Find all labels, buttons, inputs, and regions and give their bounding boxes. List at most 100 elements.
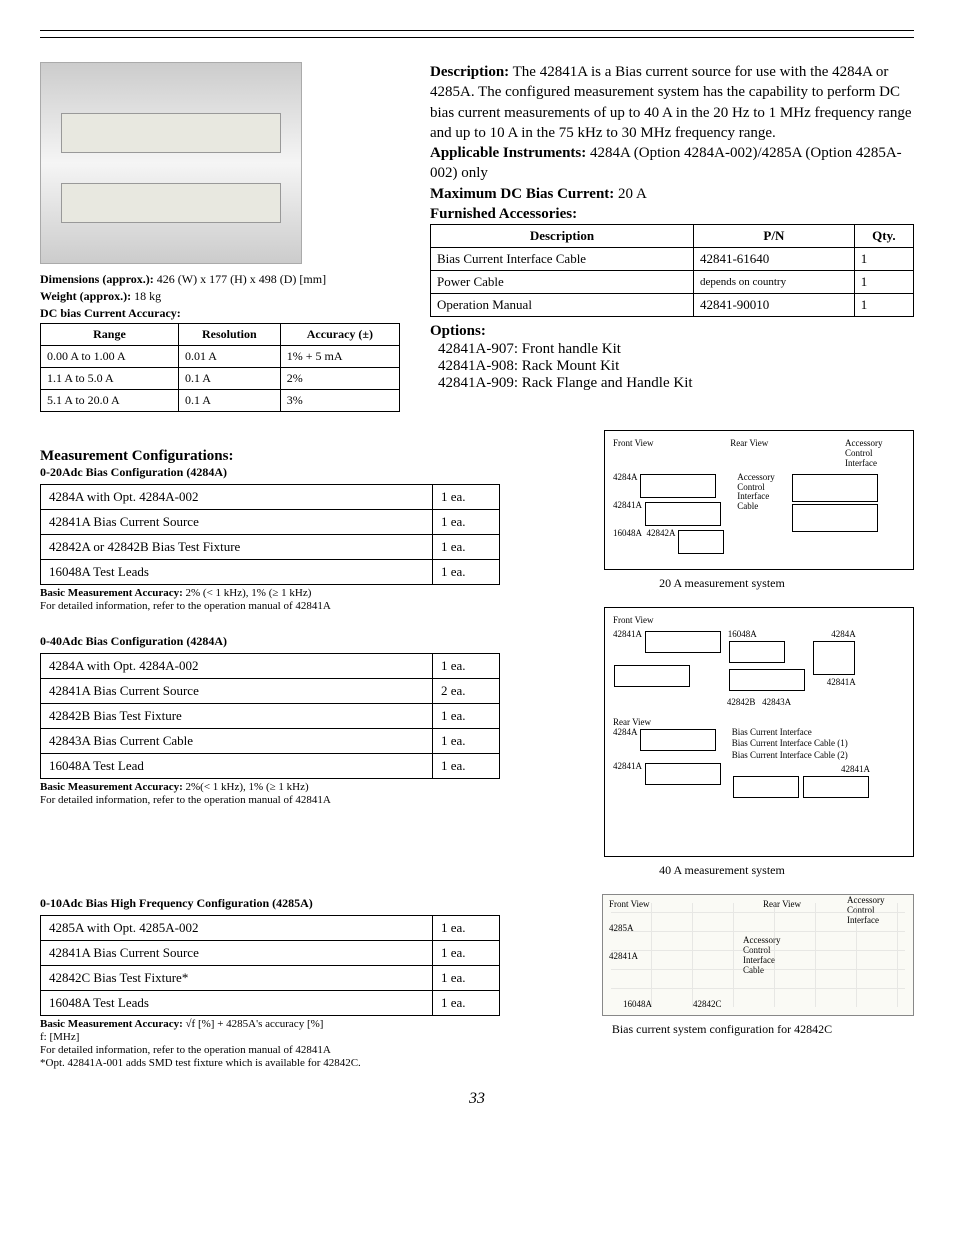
d2-b3: 42841A	[613, 761, 642, 771]
config1-note: For detailed information, refer to the o…	[40, 600, 500, 612]
fh0: Description	[431, 225, 694, 248]
cell: 1% + 5 mA	[280, 346, 399, 368]
d2-c: 16048A	[728, 629, 757, 639]
box-icon	[678, 530, 724, 554]
cell: 1.1 A to 5.0 A	[41, 368, 179, 390]
config2-accuracy: Basic Measurement Accuracy: 2%(< 1 kHz),…	[40, 781, 500, 793]
cell: 1 ea.	[433, 560, 500, 585]
cell: 1	[854, 271, 913, 294]
config2-note: For detailed information, refer to the o…	[40, 794, 500, 806]
c2-acc-label: Basic Measurement Accuracy:	[40, 781, 183, 793]
page-number: 33	[40, 1090, 914, 1108]
cell: 1 ea.	[433, 916, 500, 941]
d3-caption: Bias current system configuration for 42…	[530, 1022, 914, 1037]
config-column: Measurement Configurations: 0-20Adc Bias…	[40, 430, 500, 1070]
cell: 0.1 A	[178, 368, 280, 390]
cell: 1 ea.	[433, 485, 500, 510]
d3-acc: Accessory Control Interface	[847, 895, 907, 925]
measurement-heading: Measurement Configurations:	[40, 448, 500, 465]
applicable-label: Applicable Instruments:	[430, 145, 586, 161]
d3-b: 42841A	[609, 951, 638, 961]
cell: 1 ea.	[433, 654, 500, 679]
cell: 42841-90010	[693, 294, 854, 317]
cell: 4285A with Opt. 4285A-002	[41, 916, 433, 941]
cell: 1	[854, 248, 913, 271]
cell: Power Cable	[431, 271, 694, 294]
option-1: 42841A-908: Rack Mount Kit	[438, 358, 914, 375]
cell: 42841A Bias Current Source	[41, 510, 433, 535]
cell: Bias Current Interface Cable	[431, 248, 694, 271]
d3-cable: Accessory Control Interface Cable	[743, 935, 793, 975]
cell: 42841-61640	[693, 248, 854, 271]
lower-columns: Measurement Configurations: 0-20Adc Bias…	[40, 430, 914, 1070]
d2-bci: Bias Current Interface	[732, 728, 870, 738]
cell: 0.01 A	[178, 346, 280, 368]
d1-caption: 20 A measurement system	[530, 576, 914, 591]
d1-c: 16048A	[613, 528, 642, 538]
config2-title: 0-40Adc Bias Configuration (4284A)	[40, 634, 500, 649]
c2-acc-value: 2%(< 1 kHz), 1% (≥ 1 kHz)	[186, 781, 309, 793]
cell: 3%	[280, 390, 399, 412]
diagram-column: Front View Rear View Accessory Control I…	[530, 430, 914, 1070]
left-column: Dimensions (approx.): 426 (W) x 177 (H) …	[40, 62, 400, 412]
option-0: 42841A-907: Front handle Kit	[438, 341, 914, 358]
max-dc-value: 20 A	[618, 186, 647, 202]
d2-c1: Bias Current Interface Cable (1)	[732, 739, 870, 749]
config3-table: 4285A with Opt. 4285A-0021 ea. 42841A Bi…	[40, 915, 500, 1016]
accuracy-table: Range Resolution Accuracy (±) 0.00 A to …	[40, 323, 400, 412]
d2-b: 42841A	[613, 629, 642, 639]
d2-a: 4284A	[831, 629, 856, 639]
fh1: P/N	[693, 225, 854, 248]
header-rule	[40, 30, 914, 31]
config3-accuracy-extra: f: [MHz]	[40, 1031, 500, 1043]
cell: 1 ea.	[433, 535, 500, 560]
furnished-table: Description P/N Qty. Bias Current Interf…	[430, 224, 914, 317]
cell: 1 ea.	[433, 704, 500, 729]
config3-note2: *Opt. 42841A-001 adds SMD test fixture w…	[40, 1057, 500, 1069]
cell: 42841A Bias Current Source	[41, 941, 433, 966]
cell: 1 ea.	[433, 729, 500, 754]
furnished-label: Furnished Accessories:	[430, 204, 914, 224]
d1-acc: Accessory Control Interface	[845, 439, 905, 469]
d1-rear: Rear View	[730, 439, 768, 469]
box-icon	[792, 504, 878, 532]
config3-note1: For detailed information, refer to the o…	[40, 1044, 500, 1056]
d1-a: 4284A	[613, 472, 637, 482]
accuracy-h2: Accuracy (±)	[280, 324, 399, 346]
accuracy-h0: Range	[41, 324, 179, 346]
weight-value: 18 kg	[134, 289, 161, 303]
accuracy-h1: Resolution	[178, 324, 280, 346]
cell: 1 ea.	[433, 941, 500, 966]
config1-accuracy: Basic Measurement Accuracy: 2% (< 1 kHz)…	[40, 587, 500, 599]
diagram-20a: Front View Rear View Accessory Control I…	[604, 430, 914, 570]
d2-d: 42842B	[727, 697, 756, 707]
option-2: 42841A-909: Rack Flange and Handle Kit	[438, 375, 914, 392]
weight-line: Weight (approx.): 18 kg	[40, 289, 400, 304]
header-rule-2	[40, 37, 914, 38]
cell: 4284A with Opt. 4284A-002	[41, 654, 433, 679]
c3-acc-label: Basic Measurement Accuracy:	[40, 1018, 183, 1030]
box-icon	[729, 641, 785, 663]
cell: 1 ea.	[433, 510, 500, 535]
d3-rear: Rear View	[763, 899, 801, 909]
fh2: Qty.	[854, 225, 913, 248]
d2-e: 42843A	[762, 697, 791, 707]
options-label: Options:	[430, 321, 914, 341]
cell: 16048A Test Leads	[41, 560, 433, 585]
d1-cable: Accessory Control Interface Cable	[737, 473, 787, 513]
config3-title: 0-10Adc Bias High Frequency Configuratio…	[40, 896, 500, 911]
config2-table: 4284A with Opt. 4284A-0021 ea. 42841A Bi…	[40, 653, 500, 779]
cell: 5.1 A to 20.0 A	[41, 390, 179, 412]
box-icon	[645, 631, 721, 653]
box-icon	[645, 502, 721, 526]
diagram-42842c: Front View Rear View Accessory Control I…	[602, 894, 914, 1016]
cell: 16048A Test Leads	[41, 991, 433, 1016]
cell: depends on country	[693, 271, 854, 294]
cell: 42842C Bias Test Fixture*	[41, 966, 433, 991]
applicable-block: Applicable Instruments: 4284A (Option 42…	[430, 143, 914, 184]
max-dc-label: Maximum DC Bias Current:	[430, 186, 614, 202]
c1-acc-label: Basic Measurement Accuracy:	[40, 587, 183, 599]
config1-title: 0-20Adc Bias Configuration (4284A)	[40, 465, 500, 480]
desc-label: Description:	[430, 64, 509, 80]
d1-d: 42842A	[647, 528, 676, 538]
